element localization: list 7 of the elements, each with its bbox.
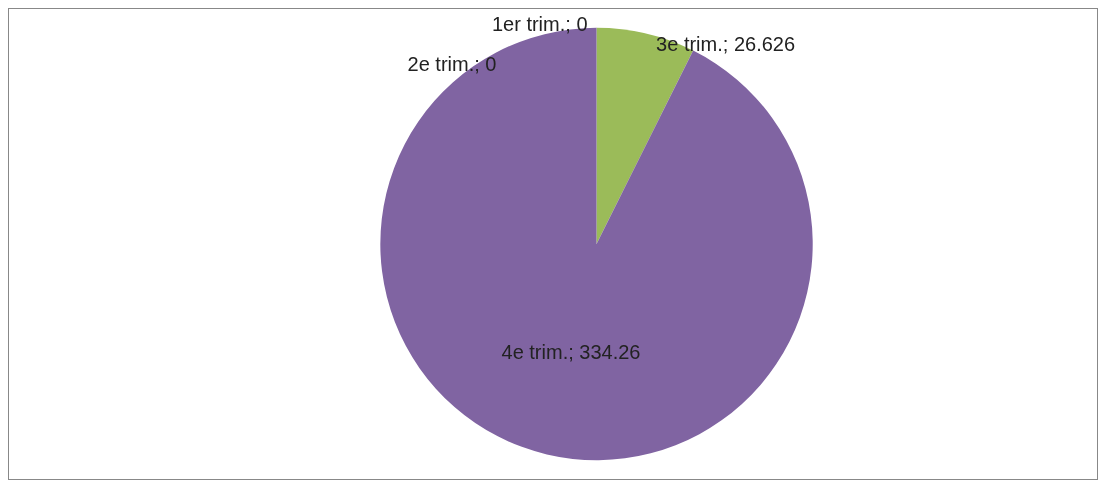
category-label: 1er trim. [491,12,566,35]
data-label: ; 334.26 [568,341,641,364]
text: ; 0 [474,52,497,75]
data-label: ; 26.626 [722,32,796,55]
slice-label: 3e trim. [656,32,723,55]
slice-label: 4e trim. [501,341,569,364]
category-label: 2e trim. [407,52,475,75]
